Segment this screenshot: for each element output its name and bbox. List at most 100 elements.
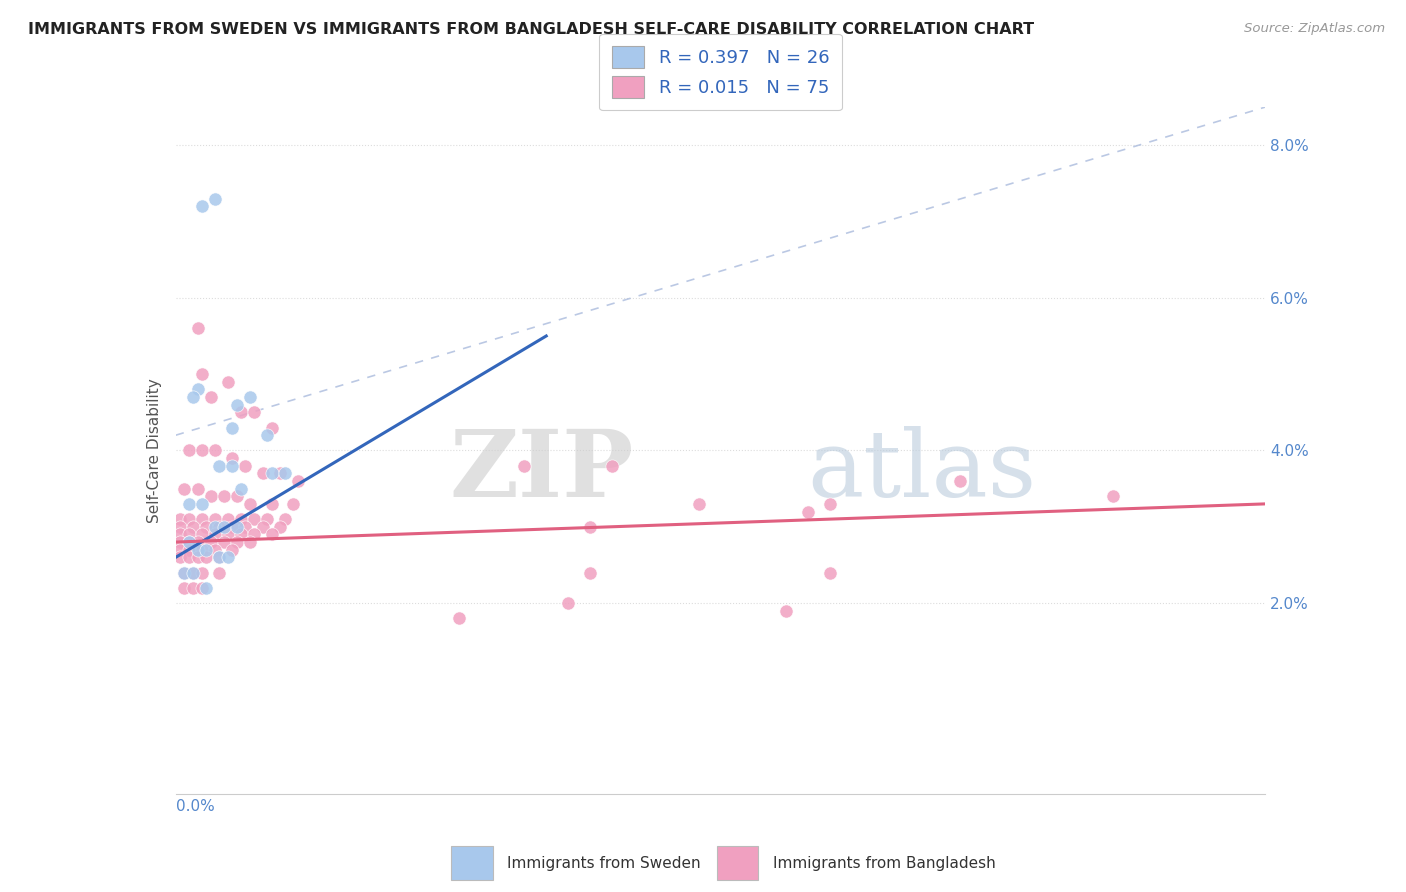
Point <box>173 566 195 580</box>
Point <box>221 451 243 466</box>
Point <box>208 550 231 565</box>
Point <box>177 542 200 557</box>
Point <box>177 512 200 526</box>
Point <box>231 405 253 419</box>
Point <box>256 512 278 526</box>
Point <box>513 458 536 473</box>
Point <box>579 520 602 534</box>
Text: Source: ZipAtlas.com: Source: ZipAtlas.com <box>1244 22 1385 36</box>
Point <box>200 390 222 404</box>
Point <box>169 550 191 565</box>
Point <box>200 535 222 549</box>
Point <box>195 581 218 595</box>
Point <box>557 596 579 610</box>
Point <box>600 458 623 473</box>
Point <box>579 566 602 580</box>
Point <box>212 489 235 503</box>
Point <box>796 504 818 518</box>
Text: 0.0%: 0.0% <box>176 799 215 814</box>
Text: Immigrants from Sweden: Immigrants from Sweden <box>508 855 702 871</box>
Point <box>181 390 204 404</box>
Point <box>177 527 200 541</box>
Point <box>204 443 226 458</box>
Legend: R = 0.397   N = 26, R = 0.015   N = 75: R = 0.397 N = 26, R = 0.015 N = 75 <box>599 34 842 111</box>
Point <box>204 512 226 526</box>
Point <box>260 420 283 434</box>
Point <box>195 550 218 565</box>
Bar <box>717 846 758 880</box>
Point <box>225 520 247 534</box>
Point <box>200 489 222 503</box>
Point <box>169 542 191 557</box>
Text: Immigrants from Bangladesh: Immigrants from Bangladesh <box>773 855 995 871</box>
Point <box>949 474 972 488</box>
Point <box>239 535 262 549</box>
Point <box>225 489 247 503</box>
Point <box>225 535 247 549</box>
Point <box>252 467 274 481</box>
Point <box>177 443 200 458</box>
Point <box>217 550 239 565</box>
Point <box>283 497 305 511</box>
Point <box>208 566 231 580</box>
Point <box>169 520 191 534</box>
Point <box>256 428 278 442</box>
Point <box>217 527 239 541</box>
Bar <box>451 846 492 880</box>
Point <box>243 405 266 419</box>
Point <box>221 542 243 557</box>
Point <box>191 512 214 526</box>
Point <box>186 535 209 549</box>
Point <box>191 443 214 458</box>
Point <box>191 199 214 213</box>
Point <box>239 497 262 511</box>
Point <box>260 497 283 511</box>
Point <box>177 497 200 511</box>
Point <box>231 527 253 541</box>
Point <box>269 467 291 481</box>
Point <box>191 542 214 557</box>
Point <box>177 535 200 549</box>
Point <box>173 581 195 595</box>
Point <box>181 566 204 580</box>
Point <box>212 535 235 549</box>
Point <box>191 527 214 541</box>
Point <box>181 581 204 595</box>
Point <box>186 542 209 557</box>
Point <box>243 512 266 526</box>
Point <box>235 458 257 473</box>
Point <box>243 527 266 541</box>
Point <box>173 482 195 496</box>
Point <box>177 550 200 565</box>
Point <box>191 367 214 381</box>
Point <box>191 497 214 511</box>
Point <box>186 383 209 397</box>
Point <box>186 321 209 335</box>
Point <box>204 542 226 557</box>
Point <box>191 566 214 580</box>
Point <box>208 520 231 534</box>
Point <box>181 566 204 580</box>
Point <box>252 520 274 534</box>
Y-axis label: Self-Care Disability: Self-Care Disability <box>146 378 162 523</box>
Point <box>818 497 841 511</box>
Point <box>225 398 247 412</box>
Point <box>217 512 239 526</box>
Point <box>204 520 226 534</box>
Point <box>1102 489 1125 503</box>
Point <box>186 482 209 496</box>
Point <box>775 604 797 618</box>
Point <box>269 520 291 534</box>
Point <box>231 482 253 496</box>
Point <box>212 520 235 534</box>
Point <box>447 611 470 625</box>
Text: ZIP: ZIP <box>449 426 633 516</box>
Point <box>208 458 231 473</box>
Point <box>169 512 191 526</box>
Point <box>235 520 257 534</box>
Text: atlas: atlas <box>807 426 1038 516</box>
Point <box>191 581 214 595</box>
Point <box>231 512 253 526</box>
Point <box>169 527 191 541</box>
Point <box>688 497 710 511</box>
